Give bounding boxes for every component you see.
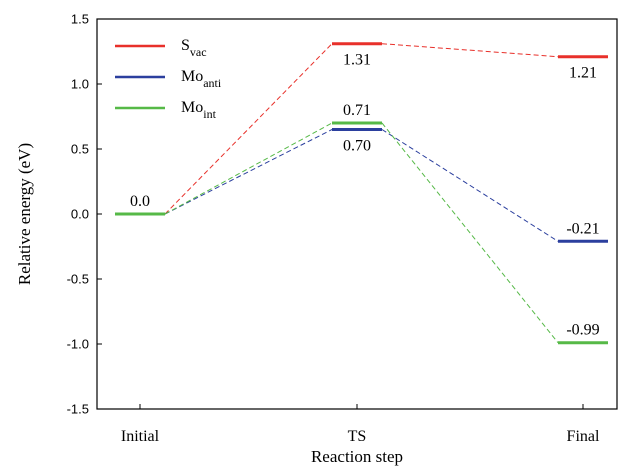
data-label-vac: 1.21: [569, 65, 597, 82]
series-connector-int: [381, 122, 559, 344]
series-connector-anti: [164, 129, 333, 215]
data-label-int: -0.99: [566, 322, 599, 339]
y-axis-title: Relative energy (eV): [15, 143, 34, 285]
series-connector-vac: [381, 43, 559, 58]
plot-area: 1.31 1.21 0.70 -0.21 0.0 0.71 -0.99: [115, 42, 608, 345]
data-label-vac: 1.31: [343, 52, 371, 69]
data-label-anti: 0.70: [343, 138, 371, 155]
legend-entry-anti: Moanti: [181, 68, 222, 90]
data-label-int: 0.71: [343, 102, 371, 119]
x-axis-title: Reaction step: [311, 447, 403, 466]
legend: Svac Moanti Moint: [115, 37, 222, 121]
series-connector-int: [164, 122, 333, 215]
legend-entry-int: Moint: [181, 99, 217, 121]
y-tick-label: -1.5: [67, 402, 89, 417]
data-label-anti: -0.21: [566, 220, 599, 237]
data-label-int: 0.0: [130, 193, 150, 210]
y-tick-label: 0.0: [71, 207, 89, 222]
x-tick-label: TS: [348, 428, 367, 445]
y-tick-label: 1.0: [71, 77, 89, 92]
x-tick-label: Final: [567, 428, 600, 445]
plot-frame: [96, 18, 618, 410]
y-tick-label: 1.5: [71, 12, 89, 27]
series-connector-anti: [381, 129, 559, 242]
axes: -1.5 -1.0 -0.5 0.0 0.5 1.0 1.5 Initial TS Final: [67, 12, 618, 445]
y-tick-label: -1.0: [67, 337, 89, 352]
y-tick-label: 0.5: [71, 142, 89, 157]
y-tick-label: -0.5: [67, 272, 89, 287]
x-tick-label: Initial: [121, 428, 160, 445]
legend-entry-vac: Svac: [181, 37, 207, 59]
